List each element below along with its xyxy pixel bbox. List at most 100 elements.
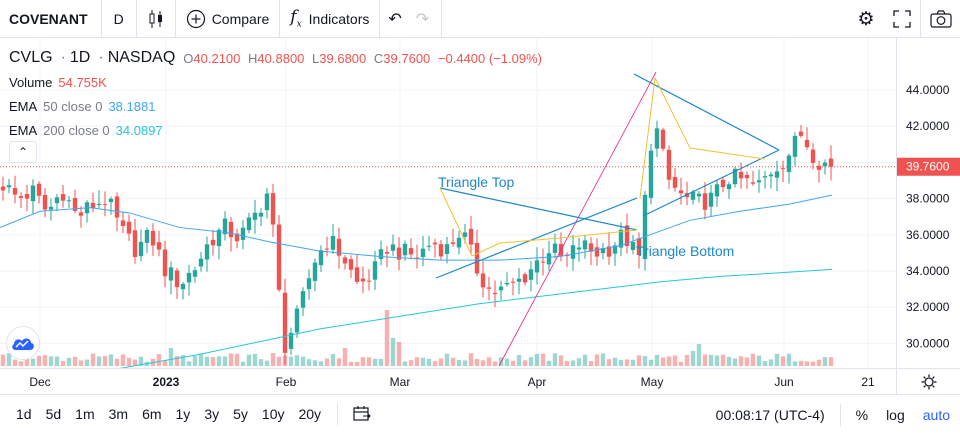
- candle: [570, 234, 576, 271]
- candle-body: [426, 245, 432, 247]
- candle: [6, 178, 12, 194]
- bottom-toolbar: 1d 5d 1m 3m 6m 1y 3y 5y 10y 20y 00:08:17…: [0, 394, 960, 433]
- interval-button[interactable]: D: [113, 10, 124, 27]
- volume-bar: [618, 359, 624, 366]
- candle-body: [90, 202, 96, 209]
- volume-bar: [642, 356, 648, 366]
- fullscreen-button[interactable]: [884, 0, 920, 38]
- candle: [174, 267, 180, 300]
- candle-body: [516, 278, 522, 282]
- candle: [240, 220, 246, 250]
- volume-bar: [246, 354, 252, 366]
- log-toggle[interactable]: log: [886, 406, 905, 423]
- candle-body: [456, 237, 462, 248]
- percent-toggle[interactable]: %: [855, 406, 869, 423]
- legend-symbol[interactable]: CVLG: [9, 49, 53, 66]
- candle: [594, 238, 600, 266]
- volume-bar: [678, 361, 684, 366]
- candle: [396, 237, 402, 271]
- symbol-search-button[interactable]: COVENANT: [0, 0, 102, 38]
- ema50-params: 50 close 0: [43, 98, 103, 114]
- volume-bar: [132, 359, 138, 366]
- volume-bar: [216, 356, 222, 366]
- volume-label: Volume: [9, 74, 53, 90]
- range-10y-button[interactable]: 10y: [261, 406, 285, 422]
- price-axis[interactable]: 44.000042.000040.000038.000036.000034.00…: [896, 38, 960, 387]
- goto-date-button[interactable]: [347, 405, 377, 424]
- legend-ema200-row[interactable]: EMA 200 close 0 34.0897: [9, 118, 542, 142]
- range-5y-button[interactable]: 5y: [233, 406, 248, 422]
- legend-open: 40.2100: [193, 50, 241, 66]
- candle: [252, 199, 258, 234]
- tradingview-logo[interactable]: [6, 326, 40, 360]
- volume-bar: [462, 360, 468, 366]
- candle: [270, 183, 276, 237]
- candle-body: [138, 241, 144, 257]
- candle: [102, 191, 108, 217]
- clock-timezone-button[interactable]: 00:08:17 (UTC-4): [715, 406, 825, 423]
- volume-bar: [612, 357, 618, 366]
- range-1m-button[interactable]: 1m: [75, 406, 95, 422]
- time-axis[interactable]: Dec 2023 Feb Mar Apr May Jun 21: [0, 368, 896, 394]
- legend-ema50-row[interactable]: EMA 50 close 0 38.1881: [9, 94, 542, 118]
- candle: [804, 127, 810, 150]
- legend-volume-row[interactable]: Volume 54.755K: [9, 70, 542, 94]
- candle: [78, 206, 84, 228]
- candle: [354, 254, 360, 285]
- legend-close: 39.7600: [383, 50, 431, 66]
- volume-bar: [822, 357, 828, 366]
- candle: [132, 219, 138, 264]
- range-1d-button[interactable]: 1d: [16, 406, 32, 422]
- volume-bar: [408, 360, 414, 366]
- chart-type-button[interactable]: [135, 0, 176, 38]
- candles: [0, 120, 834, 365]
- candle-body: [306, 278, 312, 290]
- range-1y-button[interactable]: 1y: [175, 406, 191, 422]
- price-tick-label: 36.0000: [906, 228, 950, 242]
- candle-body: [768, 174, 774, 177]
- legend-collapse-button[interactable]: ⌃: [9, 141, 37, 163]
- redo-button[interactable]: ↷: [409, 0, 443, 38]
- axis-settings-button[interactable]: [896, 368, 960, 394]
- volume-bar: [492, 361, 498, 366]
- candle-body: [144, 229, 150, 243]
- candle-body: [36, 183, 42, 196]
- range-5d-button[interactable]: 5d: [45, 406, 62, 422]
- candle-body: [336, 238, 342, 256]
- undo-button[interactable]: ↶: [380, 0, 408, 38]
- compare-button[interactable]: Compare: [176, 0, 281, 38]
- snapshot-button[interactable]: [920, 0, 960, 38]
- candle-body: [618, 229, 624, 248]
- candle: [84, 200, 90, 223]
- candle-body: [126, 221, 132, 234]
- candle: [198, 251, 204, 272]
- candle-body: [216, 229, 222, 247]
- volume-bar: [240, 361, 246, 366]
- candle-body: [294, 308, 300, 333]
- candle-body: [444, 244, 450, 255]
- range-6m-button[interactable]: 6m: [142, 406, 162, 422]
- range-20y-button[interactable]: 20y: [298, 406, 322, 422]
- range-3y-button[interactable]: 3y: [204, 406, 220, 422]
- candle-body: [96, 203, 102, 205]
- candle-body: [816, 165, 822, 170]
- candle-body: [420, 248, 426, 258]
- candle-body: [750, 182, 756, 184]
- candle: [486, 276, 492, 301]
- fx-icon: fx: [290, 7, 302, 30]
- candle-body: [504, 283, 510, 285]
- candle-body: [396, 247, 402, 260]
- settings-button[interactable]: ⚙: [848, 0, 884, 38]
- candle-body: [384, 252, 390, 254]
- candle-body: [378, 249, 384, 259]
- cloud-logo-icon: [12, 338, 34, 350]
- candle-body: [672, 176, 678, 188]
- candle-body: [714, 184, 720, 197]
- range-3m-button[interactable]: 3m: [108, 406, 129, 422]
- auto-scale-toggle[interactable]: auto: [922, 406, 950, 423]
- candle: [204, 236, 210, 272]
- indicators-button[interactable]: fx Indicators: [280, 0, 381, 38]
- candle-body: [828, 158, 834, 167]
- candle-body: [192, 270, 198, 277]
- volume-bar: [444, 353, 450, 366]
